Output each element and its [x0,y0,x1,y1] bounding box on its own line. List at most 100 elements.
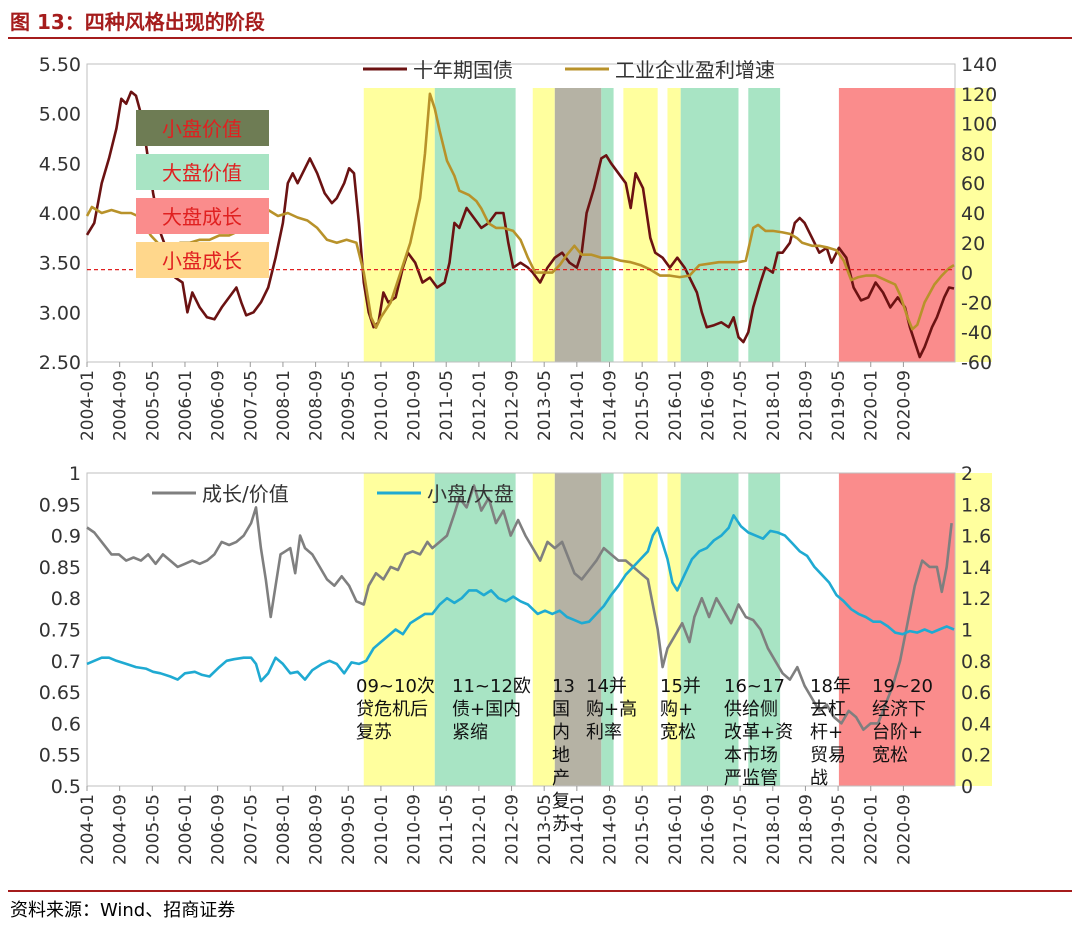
top-xtick-17: 2015-05 [633,370,653,441]
band-bottom-4 [601,473,614,786]
bottom-ytick-right-5: 1 [961,620,973,642]
annotation-2-line-4: 产 [552,768,570,789]
bottom-xtick-5: 2007-05 [241,794,261,865]
top-ytick-left-0: 2.50 [39,352,81,374]
band-top-6 [667,88,681,362]
top-xtick-15: 2014-01 [568,370,588,441]
annotation-3-line-1: 购+高 [586,699,637,720]
top-xtick-18: 2016-01 [666,370,686,441]
annotation-2-line-3: 地 [552,745,570,766]
top-xtick-13: 2012-09 [503,370,523,441]
top-ytick-left-1: 3.00 [39,302,81,324]
style-legend-label-1: 大盘价值 [162,161,242,185]
annotation-7-line-3: 宽松 [872,745,908,766]
bottom-xtick-13: 2012-09 [503,794,523,865]
bottom-xtick-8: 2009-05 [339,794,359,865]
regime-bands [363,88,992,786]
bottom-xtick-3: 2006-01 [176,794,196,865]
bottom-ytick-left-8: 0.9 [51,526,81,548]
top-ytick-left-6: 5.50 [39,54,81,76]
annotation-4-line-1: 购+ [660,699,693,720]
bottom-series-1 [86,514,955,683]
annotation-5-line-4: 严监管 [724,768,778,789]
title-rule [8,37,1072,39]
style-legend-box-0 [136,110,269,146]
band-bottom-8 [748,473,781,786]
top-ytick-right-0: -60 [961,352,992,374]
top-chart: 2.50 3.00 3.50 4.00 4.50 5.00 5.50 -60 -40 -20 0 20… [39,54,998,441]
annotation-6: 18年去杠杆+贸易战 [810,676,851,789]
annotation-7-line-2: 台阶+ [872,722,923,743]
top-ytick-left-4: 4.50 [39,153,81,175]
bottom-xtick-1: 2004-09 [111,794,131,865]
annotation-2: 13 国内地产复苏 [552,676,575,835]
band-bottom-6 [667,473,681,786]
top-ytick-right-2: -20 [961,292,992,314]
annotation-7-line-1: 经济下 [872,699,926,720]
top-ytick-left-5: 5.00 [39,104,81,126]
bottom-xtick-16: 2014-09 [600,794,620,865]
bottom-ytick-right-9: 1.8 [961,494,991,516]
top-ytick-right-1: -40 [961,322,992,344]
band-bottom-5 [623,473,658,786]
annotation-2-line-2: 内 [552,722,570,743]
bottom-ytick-left-10: 1 [69,463,81,485]
bottom-ytick-right-4: 0.8 [961,651,991,673]
annotation-2-line-5: 复 [552,791,570,812]
source-rule [8,890,1072,892]
annotation-1: 11~12欧债+国内紧缩 [452,676,531,743]
bottom-chart: 0.5 0.55 0.6 0.65 0.7 0.75 0.8 0.85 0.9 0.95 1 0 0.2… [39,463,992,865]
bottom-ytick-left-0: 0.5 [51,776,81,798]
annotation-5-line-1: 供给侧 [724,699,778,720]
style-legend-box-1 [136,154,269,190]
bottom-ytick-right-0: 0 [961,776,973,798]
bottom-xtick-10: 2010-09 [405,794,425,865]
annotation-3-line-0: 14并 [586,676,627,697]
annotation-0-line-0: 09~10次 [356,676,435,697]
top-xtick-22: 2018-09 [796,370,816,441]
top-xtick-12: 2012-01 [470,370,490,441]
source-note: 资料来源：Wind、招商证券 [10,900,236,921]
annotation-1-line-1: 债+国内 [452,699,521,720]
annotation-1-line-0: 11~12欧 [452,676,531,697]
top-ytick-right-8: 100 [961,114,997,136]
annotation-7: 19~20 经济下台阶+宽松 [872,676,933,766]
band-bottom-edge [955,473,992,786]
annotation-6-line-2: 杆+ [810,722,843,743]
top-ytick-left-3: 4.00 [39,203,81,225]
bottom-ytick-right-2: 0.4 [961,713,991,735]
top-ytick-right-5: 40 [961,203,985,225]
bottom-ytick-left-9: 0.95 [39,494,81,516]
bottom-xtick-17: 2015-05 [633,794,653,865]
top-series-0 [85,90,955,359]
band-bottom-3 [554,473,602,786]
bottom-xtick-21: 2018-01 [764,794,784,865]
top-xtick-21: 2018-01 [764,370,784,441]
top-xtick-3: 2006-01 [176,370,196,441]
top-ytick-right-7: 80 [961,143,985,165]
band-top-8 [748,88,781,362]
annotation-2-line-6: 苏 [552,814,570,835]
band-bottom-2 [532,473,555,786]
bottom-xtick-2: 2005-05 [143,794,163,865]
bottom-xtick-18: 2016-01 [666,794,686,865]
top-xtick-20: 2017-05 [731,370,751,441]
bottom-xtick-14: 2013-05 [535,794,555,865]
annotation-6-line-3: 贸易 [810,745,846,766]
style-legend-box-3 [136,242,269,278]
bottom-xtick-12: 2012-01 [470,794,490,865]
annotation-4: 15并购+宽松 [660,676,701,743]
bottom-ytick-left-1: 0.55 [39,745,81,767]
top-xtick-9: 2010-01 [372,370,392,441]
top-legend-label-0: 十年期国债 [413,58,513,82]
top-xtick-2: 2005-05 [143,370,163,441]
top-ytick-right-4: 20 [961,233,985,255]
top-xtick-25: 2020-09 [894,370,914,441]
annotation-7-line-0: 19~20 [872,676,933,697]
top-ytick-right-10: 140 [961,54,997,76]
bottom-ytick-left-5: 0.75 [39,620,81,642]
band-bottom-1 [434,473,516,786]
top-xtick-10: 2010-09 [405,370,425,441]
top-xtick-24: 2020-01 [862,370,882,441]
